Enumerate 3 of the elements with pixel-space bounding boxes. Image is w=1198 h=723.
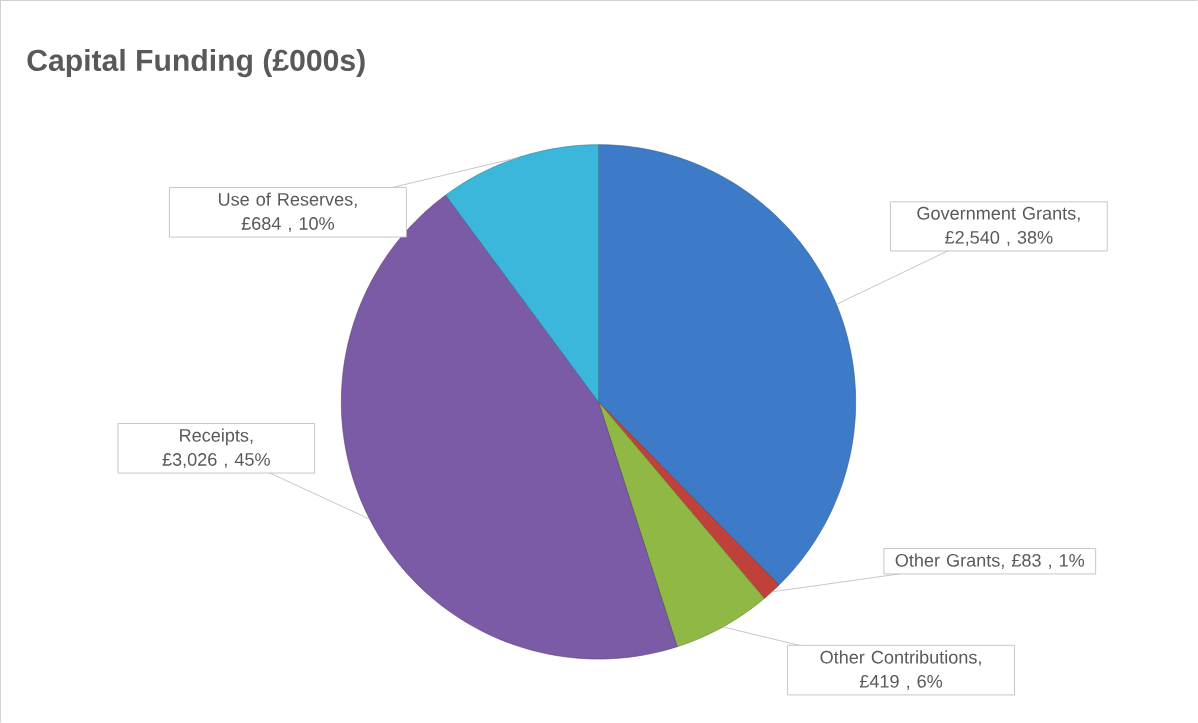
data-label: , £83 , 1% [1001,553,1085,569]
slice-label: Other Grants [895,553,1000,567]
chart-title: Capital Funding (£000s) [27,48,365,78]
